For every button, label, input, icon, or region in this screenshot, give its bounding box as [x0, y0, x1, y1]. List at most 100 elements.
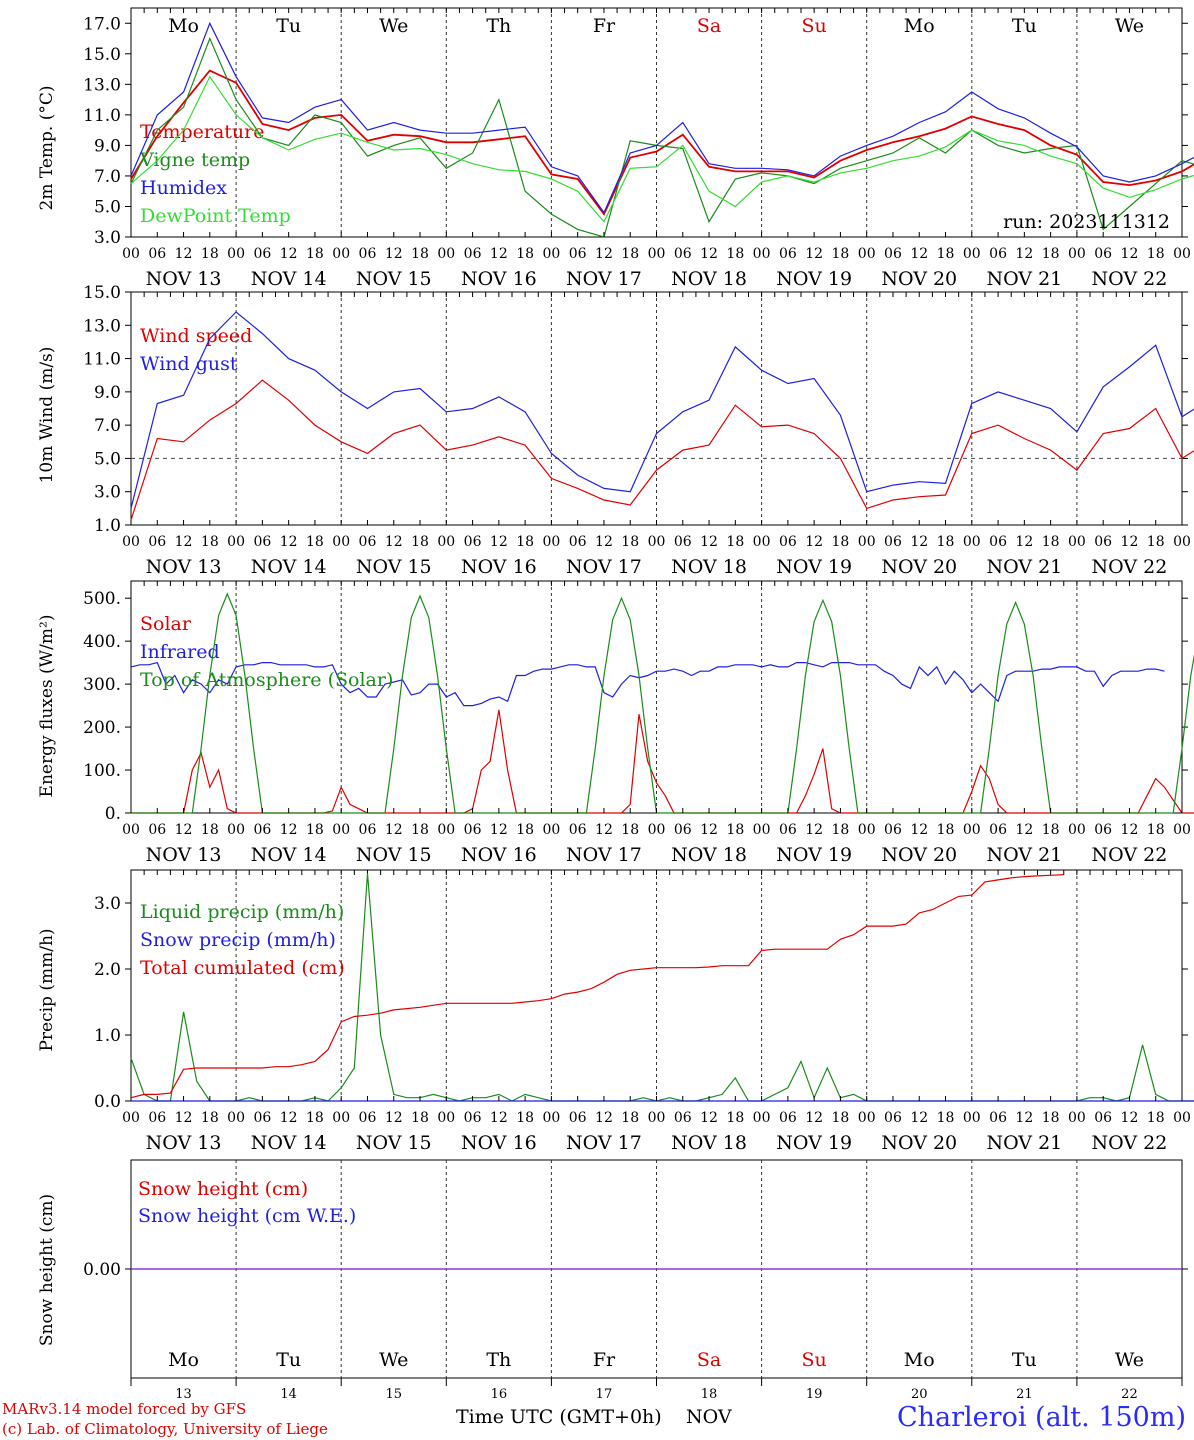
date-label: NOV 15: [356, 1132, 432, 1154]
legend-label: Solar: [140, 613, 192, 635]
legend-label: Snow height (cm W.E.): [138, 1205, 356, 1227]
legend-label: Infrared: [140, 641, 220, 663]
date-label: NOV 22: [1092, 1132, 1168, 1154]
y-tick-label: 15.0: [83, 45, 121, 65]
hour-tick-label: 00: [963, 1110, 981, 1126]
hour-tick-label: 00: [648, 1110, 666, 1126]
hour-tick-label: 00: [1173, 534, 1191, 550]
hour-tick-label: 18: [832, 246, 850, 262]
hour-tick-label: 00: [858, 1110, 876, 1126]
hour-tick-label: 00: [858, 246, 876, 262]
day-number: 13: [175, 1387, 192, 1402]
model-credit-line1: MARv3.14 model forced by GFS: [2, 1400, 247, 1418]
day-label: Fr: [593, 1349, 616, 1371]
model-credit-line2: (c) Lab. of Climatology, University of L…: [2, 1420, 328, 1438]
day-label: Sa: [697, 1349, 721, 1371]
hour-tick-label: 06: [359, 822, 377, 838]
hour-tick-label: 00: [1173, 246, 1191, 262]
hour-tick-label: 00: [963, 822, 981, 838]
hour-tick-label: 06: [884, 246, 902, 262]
hour-tick-label: 00: [753, 1110, 771, 1126]
y-axis-title: 10m Wind (m/s): [37, 347, 57, 484]
legend-label: Humidex: [140, 177, 227, 199]
hour-tick-label: 12: [280, 1110, 298, 1126]
hour-tick-label: 00: [437, 822, 455, 838]
hour-tick-label: 18: [516, 1110, 534, 1126]
hour-tick-label: 00: [1068, 822, 1086, 838]
hour-tick-label: 12: [490, 246, 508, 262]
y-tick-label: 400.: [83, 632, 121, 652]
date-label: NOV 21: [986, 844, 1062, 866]
hour-tick-label: 00: [122, 1110, 140, 1126]
hour-tick-label: 18: [1147, 822, 1165, 838]
hour-tick-label: 00: [963, 246, 981, 262]
hour-tick-label: 12: [1121, 822, 1139, 838]
hour-tick-label: 06: [253, 534, 271, 550]
hour-tick-label: 06: [1094, 534, 1112, 550]
hour-tick-label: 06: [253, 246, 271, 262]
y-tick-label: 1.0: [94, 1026, 121, 1046]
hour-tick-label: 18: [937, 1110, 955, 1126]
day-label: Tu: [276, 1349, 301, 1371]
day-label: Tu: [276, 15, 301, 37]
y-tick-label: 1.0: [94, 516, 121, 536]
date-label: NOV 22: [1092, 268, 1168, 290]
hour-tick-label: 00: [542, 1110, 560, 1126]
day-label: Mo: [904, 1349, 935, 1371]
hour-tick-label: 06: [674, 534, 692, 550]
date-label: NOV 13: [146, 1132, 222, 1154]
date-label: NOV 19: [776, 268, 852, 290]
hour-tick-label: 18: [937, 246, 955, 262]
hour-tick-label: 12: [910, 246, 928, 262]
hour-tick-label: 06: [989, 534, 1007, 550]
hour-tick-label: 06: [569, 534, 587, 550]
hour-tick-label: 00: [542, 534, 560, 550]
hour-tick-label: 18: [411, 1110, 429, 1126]
date-label: NOV 16: [461, 556, 537, 578]
day-label: We: [379, 15, 408, 37]
hour-tick-label: 06: [464, 534, 482, 550]
hour-tick-label: 12: [910, 1110, 928, 1126]
hour-tick-label: 06: [569, 246, 587, 262]
date-label: NOV 19: [776, 844, 852, 866]
hour-tick-label: 18: [516, 246, 534, 262]
hour-tick-label: 00: [963, 534, 981, 550]
date-label: NOV 14: [251, 556, 327, 578]
hour-tick-label: 18: [621, 246, 639, 262]
day-label: Th: [486, 15, 511, 37]
hour-tick-label: 06: [464, 822, 482, 838]
hour-tick-label: 18: [621, 1110, 639, 1126]
day-number: 20: [911, 1387, 928, 1402]
hour-tick-label: 00: [1068, 246, 1086, 262]
hour-tick-label: 00: [753, 822, 771, 838]
legend-label: DewPoint Temp: [140, 205, 291, 227]
y-tick-label: 0.00: [83, 1260, 121, 1280]
hour-tick-label: 06: [674, 1110, 692, 1126]
hour-tick-label: 06: [1094, 1110, 1112, 1126]
time-axis-title: Time UTC (GMT+0h): [456, 1406, 662, 1428]
day-label: Tu: [1012, 15, 1037, 37]
series-line: [130, 75, 1194, 223]
date-label: NOV 13: [146, 556, 222, 578]
hour-tick-label: 12: [595, 822, 613, 838]
hour-tick-label: 12: [805, 246, 823, 262]
hour-tick-label: 12: [490, 822, 508, 838]
hour-tick-label: 12: [280, 822, 298, 838]
hour-tick-label: 12: [595, 1110, 613, 1126]
hour-tick-label: 00: [542, 246, 560, 262]
series-line: [131, 709, 1194, 814]
hour-tick-label: 06: [779, 246, 797, 262]
legend-label: Top of Atmosphere (Solar): [140, 669, 393, 691]
hour-tick-label: 00: [753, 246, 771, 262]
hour-tick-label: 12: [385, 246, 403, 262]
date-label: NOV 18: [671, 556, 747, 578]
hour-tick-label: 12: [280, 246, 298, 262]
hour-tick-label: 12: [385, 534, 403, 550]
day-number: 22: [1121, 1387, 1138, 1402]
hour-tick-label: 00: [437, 534, 455, 550]
date-label: NOV 21: [986, 1132, 1062, 1154]
hour-tick-label: 12: [385, 822, 403, 838]
y-axis-title: 2m Temp. (°C): [37, 85, 57, 210]
hour-tick-label: 06: [779, 534, 797, 550]
day-label: Mo: [168, 15, 199, 37]
